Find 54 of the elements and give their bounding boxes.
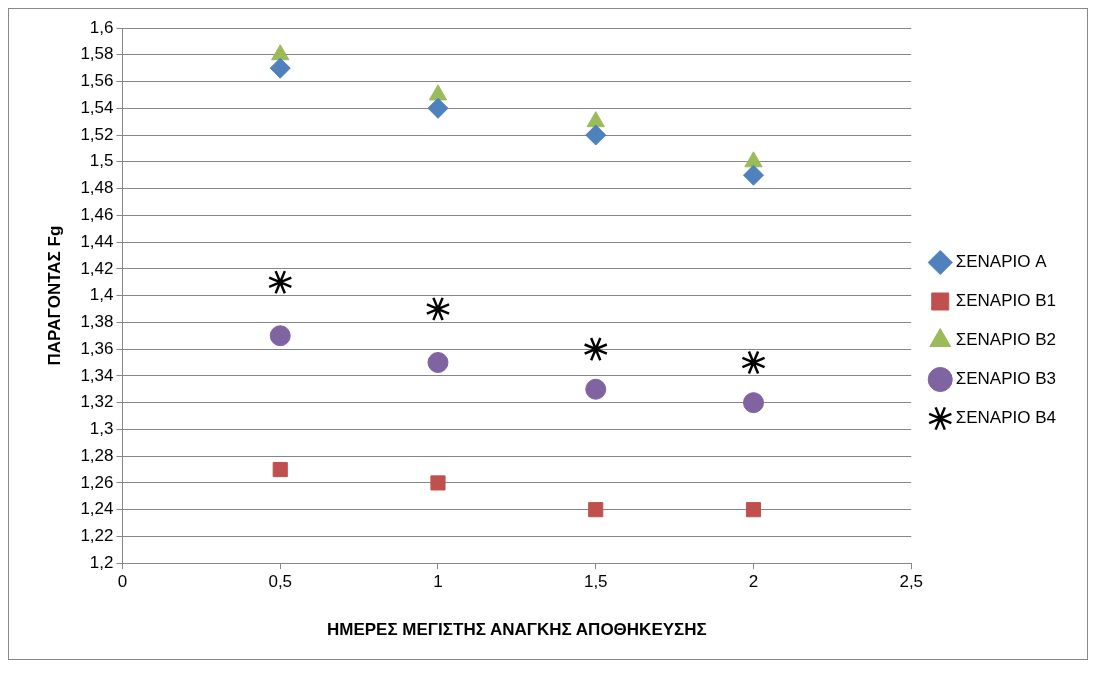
x-axis-title: ΗΜΕΡΕΣ ΜΕΓΙΣΤΗΣ ΑΝΑΓΚΗΣ ΑΠΟΘΗΚΕΥΣΗΣ (326, 620, 707, 640)
legend-label: ΣΕΝΑΡΙΟ B2 (955, 330, 1056, 350)
y-tick-label: 1,3 (89, 419, 114, 439)
point (744, 151, 763, 168)
y-tick-label: 1,6 (89, 17, 114, 37)
x-tick-label: 2,5 (899, 572, 924, 592)
y-tick-label: 1,44 (80, 231, 114, 251)
point (430, 475, 446, 491)
x-tick-label: 0,5 (268, 572, 293, 592)
y-tick-label: 1,2 (89, 552, 114, 572)
y-tick-label: 1,26 (80, 472, 114, 492)
point (427, 352, 449, 373)
y-axis-title: ΠΑΡΑΓΟΝΤΑΣ Fg (44, 225, 64, 366)
point (588, 502, 604, 518)
x-tick-label: 1,5 (583, 572, 608, 592)
legend-label: ΣΕΝΑΡΙΟ B4 (955, 408, 1056, 428)
point (272, 461, 288, 478)
point (269, 325, 291, 347)
point (741, 350, 766, 375)
legend-label: ΣΕΝΑΡΙΟ B1 (955, 291, 1056, 311)
point (742, 164, 764, 186)
point (425, 296, 451, 322)
y-tick-label: 1,58 (80, 44, 114, 64)
point (271, 44, 290, 61)
point (267, 269, 293, 295)
x-tick-label: 2 (748, 572, 759, 592)
y-tick-label: 1,28 (80, 445, 114, 465)
y-tick-label: 1,54 (80, 97, 114, 117)
y-tick-label: 1,5 (89, 151, 114, 171)
point (586, 111, 605, 128)
x-tick-label: 1 (433, 572, 443, 592)
legend-label: ΣΕΝΑΡΙΟ A (955, 252, 1048, 272)
point (583, 336, 609, 362)
point (428, 84, 448, 101)
y-tick-label: 1,42 (80, 258, 114, 278)
point (427, 97, 449, 119)
y-tick-label: 1,52 (80, 124, 114, 144)
y-tick-label: 1,36 (80, 338, 114, 358)
point (585, 124, 607, 146)
y-tick-label: 1,24 (80, 499, 114, 519)
y-tick-label: 1,46 (80, 205, 114, 225)
y-tick-label: 1,4 (89, 285, 114, 305)
y-tick-label: 1,38 (80, 312, 114, 332)
legend-label: ΣΕΝΑΡΙΟ B3 (955, 369, 1056, 389)
y-tick-label: 1,56 (80, 71, 114, 91)
y-tick-label: 1,32 (80, 392, 114, 412)
y-tick-label: 1,22 (80, 526, 114, 546)
y-tick-label: 1,34 (80, 365, 114, 385)
y-tick-label: 1,48 (80, 178, 114, 198)
point (269, 57, 291, 79)
point (742, 392, 764, 414)
point (585, 378, 607, 400)
point (745, 502, 762, 518)
x-tick-label: 0 (117, 572, 128, 592)
